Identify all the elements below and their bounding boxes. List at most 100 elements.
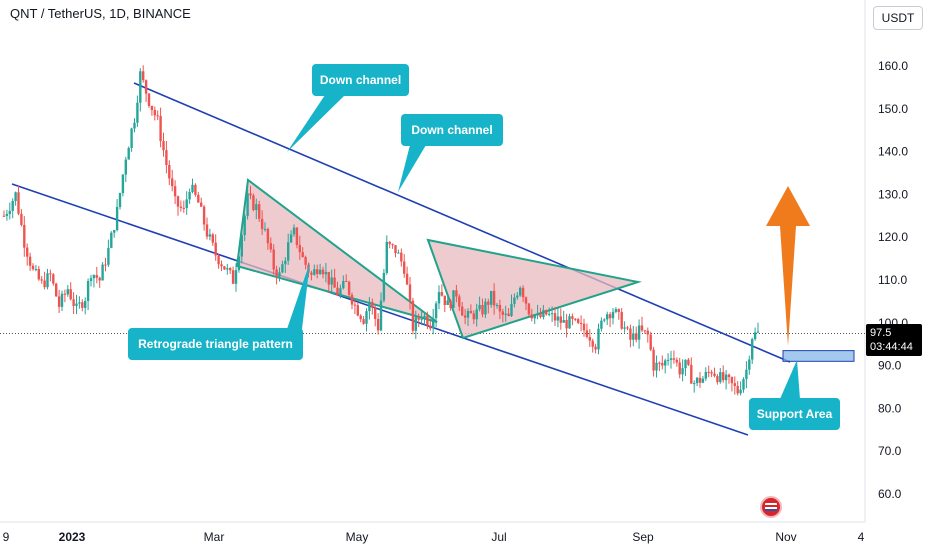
candle-body <box>472 313 475 320</box>
candle-body <box>710 372 713 374</box>
currency-button[interactable]: USDT <box>873 6 923 30</box>
candle-body <box>536 313 539 316</box>
candle-body <box>420 318 423 320</box>
candle-body <box>295 227 299 245</box>
candle-body <box>202 206 206 225</box>
candle-body <box>371 301 374 308</box>
candle-body <box>144 80 148 94</box>
candle-body <box>617 309 620 313</box>
candle-body <box>104 264 107 266</box>
candle-body <box>658 362 661 364</box>
candle-body <box>301 252 304 258</box>
candle-body <box>620 312 623 329</box>
candle-body <box>637 325 641 340</box>
candle-body <box>40 279 43 281</box>
price-axis[interactable]: 60.070.080.090.0100.0110.0120.0130.0140.… <box>878 59 908 501</box>
candle-body <box>469 310 473 314</box>
drawings[interactable] <box>766 186 855 362</box>
candle-body <box>69 289 72 300</box>
candle-body <box>481 304 484 315</box>
candle-body <box>434 303 438 319</box>
candle-body <box>376 319 380 331</box>
candle-body <box>756 331 760 333</box>
candle-body <box>130 128 133 149</box>
callout-retrograde-triangle-box <box>128 328 303 360</box>
candle-body <box>249 193 252 196</box>
candle-body <box>310 272 313 275</box>
candle-body <box>594 346 597 350</box>
x-tick-label: Nov <box>775 530 796 544</box>
candle-body <box>336 287 339 296</box>
candle-body <box>446 300 449 305</box>
candle-body <box>466 310 470 318</box>
triangle-patterns[interactable] <box>235 178 642 340</box>
candle-body <box>635 333 638 340</box>
candle-body <box>107 247 110 265</box>
candle-body <box>719 372 722 383</box>
candle-body <box>414 317 417 331</box>
candle-body <box>368 301 371 312</box>
candle-body <box>463 315 467 318</box>
bar-countdown: 03:44:44 <box>870 341 913 353</box>
candle-body <box>139 71 142 103</box>
candle-body <box>687 359 690 365</box>
candle-body <box>739 389 742 394</box>
candle-body <box>417 317 420 320</box>
candle-body <box>440 292 444 296</box>
candle-body <box>66 289 69 295</box>
candle-body <box>403 261 406 274</box>
candle-body <box>57 296 61 307</box>
candle-body <box>14 192 17 201</box>
candle-body <box>217 255 220 265</box>
candle-body <box>629 328 632 340</box>
candle-body <box>397 252 400 254</box>
y-tick-label: 130.0 <box>878 187 908 201</box>
candle-body <box>504 313 507 315</box>
candle-body <box>214 242 217 256</box>
candle-body <box>591 340 594 347</box>
callouts[interactable]: Down channel Down channel Retrograde trian… <box>128 64 840 430</box>
candle-body <box>182 207 185 209</box>
candle-body <box>318 269 322 275</box>
candle-body <box>492 290 496 306</box>
candle-body <box>501 311 504 315</box>
candle-body <box>553 313 557 321</box>
candle-body <box>385 241 388 273</box>
candle-body <box>205 224 209 237</box>
candle-body <box>545 310 548 315</box>
time-axis[interactable]: 9 2023 Mar May Jul Sep Nov 4 <box>3 530 865 544</box>
candle-body <box>266 228 270 244</box>
candle-body <box>8 210 11 214</box>
candles <box>2 65 760 396</box>
candle-body <box>208 234 212 237</box>
candle-body <box>284 260 287 265</box>
candle-body <box>342 280 345 289</box>
candle-body <box>362 319 365 324</box>
candle-body <box>585 330 589 337</box>
candle-body <box>432 318 435 329</box>
candle-body <box>408 284 412 301</box>
candle-body <box>611 311 615 319</box>
candle-body <box>98 277 101 281</box>
candle-body <box>234 270 238 284</box>
candle-body <box>292 227 296 235</box>
callout-down-channel-1-label: Down channel <box>320 73 401 87</box>
candle-body <box>269 243 272 250</box>
candle-body <box>365 311 368 324</box>
symbol-title[interactable]: QNT / TetherUS, 1D, BINANCE <box>10 6 191 21</box>
candle-body <box>556 316 560 321</box>
candle-body <box>34 269 38 271</box>
candle-body <box>521 287 525 298</box>
candle-body <box>400 252 403 262</box>
candle-body <box>229 268 232 271</box>
candle-body <box>516 295 519 298</box>
channel-upper-line <box>133 82 791 363</box>
candle-body <box>548 313 551 315</box>
candle-body <box>272 249 275 270</box>
candle-body <box>455 290 458 297</box>
candle-body <box>577 319 580 323</box>
candle-body <box>388 241 391 245</box>
candle-body <box>252 195 255 211</box>
